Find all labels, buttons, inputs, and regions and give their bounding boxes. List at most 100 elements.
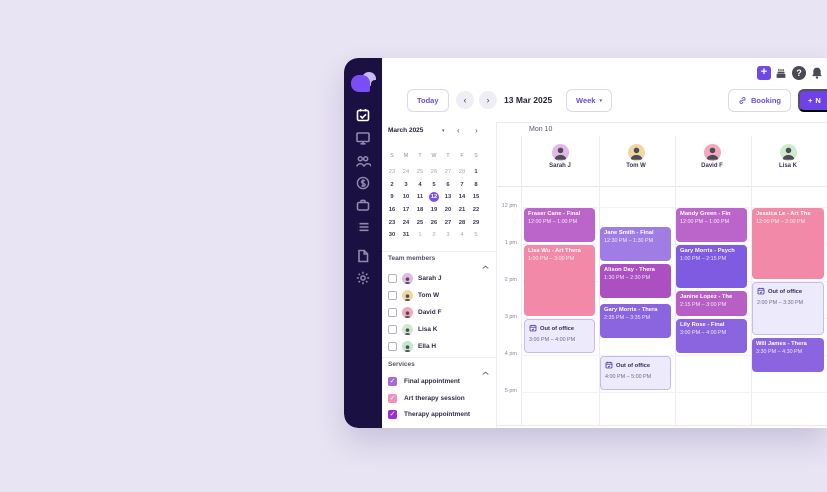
team-member-row[interactable]: Lisa K	[388, 323, 438, 335]
mini-calendar-prev-button[interactable]: ‹	[457, 126, 460, 135]
mini-calendar-day[interactable]: 31	[402, 232, 410, 239]
appointment-event[interactable]: Alison Day - Thera 1:30 PM – 2:30 PM	[600, 263, 671, 298]
appointment-event[interactable]: Gary Morris - Psych 1:00 PM – 2:15 PM	[676, 245, 747, 289]
notifications-icon[interactable]	[810, 66, 824, 80]
mini-calendar-day[interactable]: 3	[446, 232, 450, 239]
mini-calendar-day[interactable]: 13	[444, 194, 452, 201]
mini-calendar-day[interactable]: 19	[430, 207, 438, 214]
view-selector[interactable]: Week ▾	[566, 89, 612, 112]
sidebar-item-settings[interactable]	[355, 270, 371, 286]
mini-calendar-day[interactable]: 25	[416, 169, 424, 176]
mini-calendar-day[interactable]: 29	[472, 219, 480, 226]
appointment-event[interactable]: Jessica Le - Art The 12:00 PM – 2:00 PM	[752, 208, 824, 279]
column-member-name: David F	[701, 163, 723, 169]
sidebar-item-list[interactable]	[355, 219, 371, 235]
sidebar-item-briefcase[interactable]	[355, 197, 371, 213]
team-member-row[interactable]: David F	[388, 306, 441, 318]
mini-calendar-day[interactable]: 4	[460, 232, 464, 239]
service-label: Therapy appointment	[404, 411, 471, 418]
service-checkbox[interactable]: ✓	[388, 410, 397, 419]
mini-calendar-day[interactable]: 26	[430, 219, 438, 226]
mini-calendar-day[interactable]: 21	[458, 207, 466, 214]
mini-calendar-day[interactable]: 11	[416, 194, 424, 201]
service-checkbox[interactable]: ✓	[388, 393, 397, 403]
prev-date-button[interactable]: ‹	[456, 91, 474, 109]
mini-calendar-day[interactable]: 2	[432, 232, 436, 239]
sidebar-item-team[interactable]	[355, 153, 372, 169]
mini-calendar-day[interactable]: 5	[432, 181, 436, 188]
booking-button[interactable]: Booking	[728, 89, 791, 112]
service-row[interactable]: ✓ Art therapy session	[388, 393, 465, 404]
appointment-event[interactable]: Gary Morris - Thera 2:35 PM – 3:35 PM	[600, 303, 671, 338]
month-dropdown-icon[interactable]: ▾	[442, 128, 445, 134]
service-row[interactable]: ✓ Final appointment	[388, 376, 460, 387]
mini-calendar-day[interactable]: 24	[402, 169, 410, 176]
mini-calendar-day[interactable]: 27	[444, 169, 452, 176]
whats-new-icon[interactable]	[774, 66, 788, 80]
hour-line	[521, 244, 827, 245]
mini-calendar-day[interactable]: 14	[458, 194, 466, 201]
mini-calendar-day[interactable]: 18	[416, 207, 424, 214]
appointment-event[interactable]: Lisa Wu - Art Thera 1:00 PM – 3:00 PM	[524, 245, 595, 316]
team-member-row[interactable]: Sarah J	[388, 272, 442, 284]
mini-calendar-day[interactable]: 22	[472, 207, 480, 214]
mini-calendar-day[interactable]: 23	[388, 169, 396, 176]
mini-calendar-day[interactable]: 9	[390, 194, 394, 201]
mini-calendar-day[interactable]: 30	[388, 232, 396, 239]
appointment-event[interactable]: Lily Rose - Final 3:00 PM – 4:00 PM	[676, 319, 747, 353]
sidebar-item-document[interactable]	[355, 248, 371, 264]
mini-calendar-day[interactable]: 16	[388, 207, 396, 214]
today-button[interactable]: Today	[407, 89, 449, 112]
mini-calendar-day[interactable]: 25	[416, 219, 424, 226]
sidebar-item-payments[interactable]	[355, 175, 371, 191]
collapse-team-members-icon[interactable]	[482, 257, 489, 275]
mini-calendar-day[interactable]: 27	[444, 219, 452, 226]
member-checkbox[interactable]	[388, 307, 397, 317]
time-label: 3 pm	[504, 314, 517, 320]
mini-calendar-day[interactable]: 5	[474, 232, 478, 239]
help-icon[interactable]: ?	[792, 66, 806, 80]
out-of-office-event[interactable]: Out of office 2:00 PM – 3:30 PM	[752, 282, 824, 335]
collapse-services-icon[interactable]	[482, 363, 489, 381]
team-member-row[interactable]: Tom W	[388, 289, 439, 301]
appointment-event[interactable]: Mandy Green - Fin 12:00 PM – 1:00 PM	[676, 208, 747, 242]
member-checkbox[interactable]	[388, 324, 397, 334]
mini-calendar-next-button[interactable]: ›	[475, 126, 478, 135]
mini-calendar-day[interactable]: 28	[458, 219, 466, 226]
member-checkbox[interactable]	[388, 341, 397, 351]
service-label: Art therapy session	[404, 394, 465, 402]
out-of-office-event[interactable]: Out of office 3:00 PM – 4:00 PM	[524, 319, 595, 353]
appointment-event[interactable]: Will James - Thera 3:30 PM – 4:30 PM	[752, 337, 824, 372]
mini-calendar-day[interactable]: 3	[404, 181, 408, 188]
service-checkbox[interactable]: ✓	[388, 377, 397, 386]
appointment-event[interactable]: Fraser Cane - Final 12:00 PM – 1:00 PM	[524, 208, 595, 242]
mini-calendar-day[interactable]: 26	[430, 169, 438, 176]
sidebar-item-calendar-check[interactable]	[355, 107, 371, 123]
mini-calendar-day[interactable]: 6	[446, 181, 450, 188]
member-checkbox[interactable]	[388, 273, 397, 283]
team-member-row[interactable]: Ella H	[388, 340, 436, 352]
new-appointment-button[interactable]: + N	[798, 89, 827, 112]
mini-calendar-day[interactable]: 17	[402, 207, 410, 214]
mini-calendar-day[interactable]: 28	[458, 169, 466, 176]
quick-add-icon[interactable]: +	[757, 66, 771, 80]
mini-calendar-day[interactable]: 2	[390, 181, 394, 188]
mini-calendar-day[interactable]: 10	[402, 194, 410, 201]
sidebar-item-monitor[interactable]	[355, 130, 371, 146]
mini-calendar-day[interactable]: 24	[402, 219, 410, 226]
mini-calendar-day[interactable]: 8	[474, 181, 478, 188]
appointment-event[interactable]: Jane Smith - Final 12:30 PM – 1:30 PM	[600, 226, 671, 261]
mini-calendar-day[interactable]: 4	[418, 181, 422, 188]
mini-calendar-day[interactable]: 1	[418, 232, 422, 239]
next-date-button[interactable]: ›	[479, 91, 497, 109]
mini-calendar-day[interactable]: 15	[472, 194, 480, 201]
appointment-event[interactable]: Janine Lopez - The 2:15 PM – 3:00 PM	[676, 291, 747, 316]
mini-calendar-day[interactable]: 1	[474, 169, 478, 176]
mini-calendar-day[interactable]: 23	[388, 219, 396, 226]
member-checkbox[interactable]	[388, 290, 397, 300]
mini-calendar-day[interactable]: 7	[460, 181, 464, 188]
service-row[interactable]: ✓ Therapy appointment	[388, 409, 470, 420]
out-of-office-event[interactable]: Out of office 4:00 PM – 5:00 PM	[600, 356, 671, 390]
mini-calendar-day[interactable]: 20	[444, 207, 452, 214]
mini-calendar-day[interactable]: 12	[429, 192, 439, 203]
